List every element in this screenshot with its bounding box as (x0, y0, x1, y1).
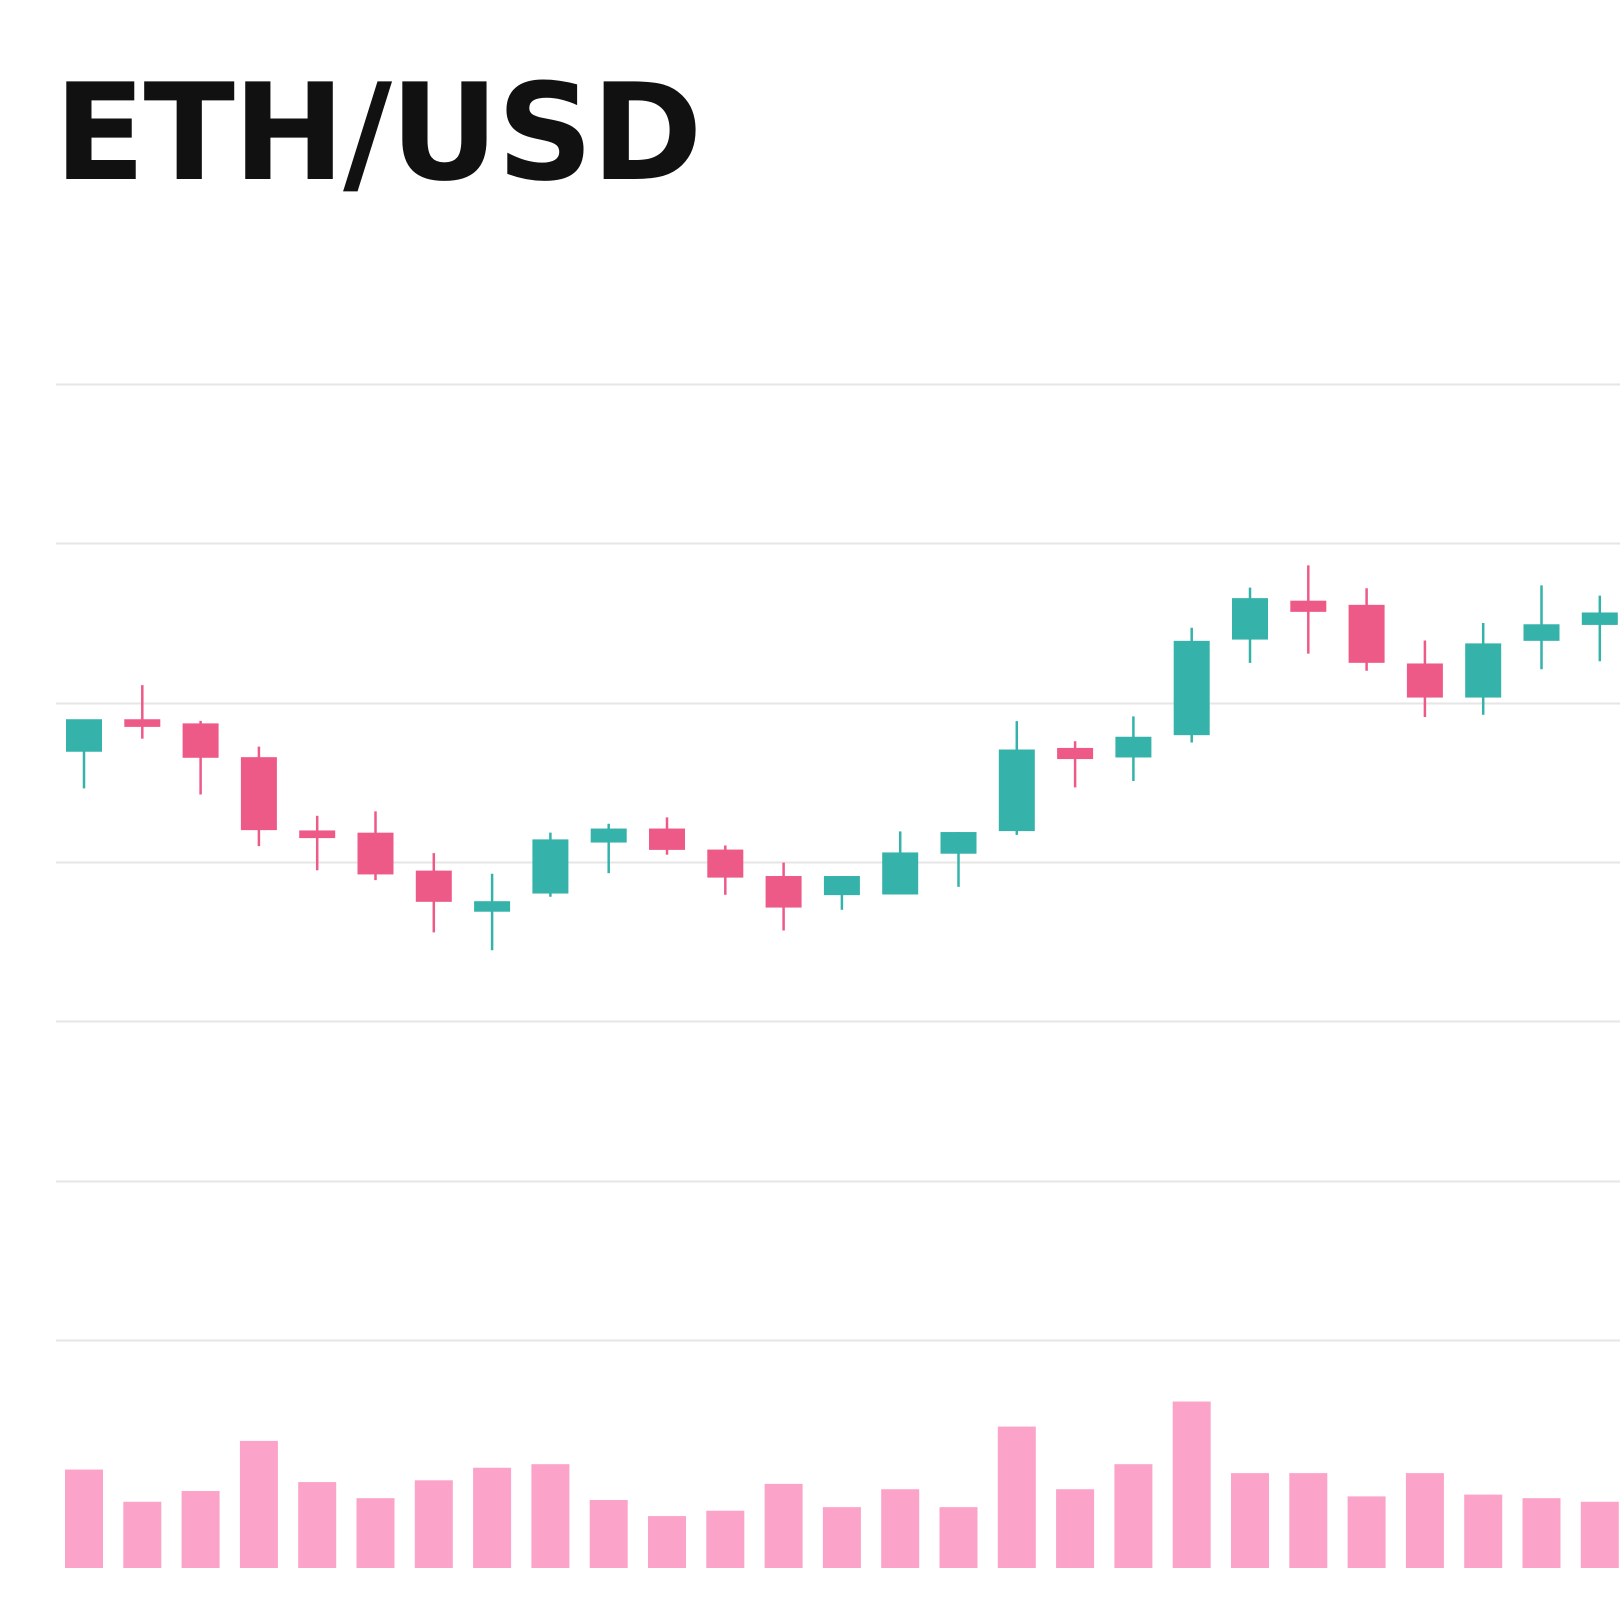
candle-body (1173, 640, 1210, 736)
volume-bar (181, 1491, 220, 1568)
grid-lines (56, 383, 1620, 1342)
candle-body (1232, 598, 1268, 640)
volume-bar (1172, 1401, 1211, 1568)
candle-up (882, 831, 919, 895)
volume-bar (939, 1507, 978, 1568)
candle-body (240, 757, 277, 831)
candle-body (1290, 600, 1327, 612)
candle-up (474, 873, 511, 951)
volume-bar (1347, 1496, 1386, 1568)
volume-bars (65, 1401, 1619, 1568)
volume-bar (1405, 1473, 1444, 1568)
volume-bar (881, 1489, 920, 1568)
volume-bar (648, 1516, 686, 1568)
volume-bar (1522, 1498, 1561, 1568)
candle-body (1406, 663, 1443, 698)
volume-bar (473, 1467, 512, 1568)
candle-body (299, 830, 336, 839)
volume-bar (1289, 1473, 1328, 1568)
candle-down (707, 845, 744, 895)
candle-down (765, 862, 802, 931)
candle-body (66, 719, 102, 752)
candle-down (182, 720, 219, 795)
candle-body (998, 749, 1035, 832)
candle-down (1290, 565, 1327, 654)
volume-bar (1231, 1473, 1269, 1568)
candle-up (998, 721, 1035, 835)
candle-up (66, 719, 102, 789)
candle-body (1465, 643, 1502, 698)
candle-up (1523, 585, 1560, 670)
candle-down (240, 746, 277, 847)
candle-body (1581, 612, 1618, 625)
candle-down (299, 815, 336, 871)
volume-bar (1056, 1489, 1095, 1568)
candle-body (1057, 747, 1094, 760)
candle-body (882, 852, 919, 895)
candle-up (1581, 595, 1618, 662)
candle-up (590, 823, 627, 874)
chart-title: ETH/USD (54, 55, 703, 211)
volume-bar (764, 1483, 803, 1568)
volume-bar (706, 1510, 745, 1568)
candle-body (649, 828, 685, 850)
candle-down (357, 811, 394, 881)
candle-body (823, 876, 860, 896)
candle-up (532, 832, 569, 897)
volume-bar (298, 1482, 337, 1568)
candle-up (823, 876, 860, 910)
volume-bar (1114, 1464, 1153, 1568)
candle-down (1406, 640, 1443, 718)
candle-body (590, 828, 627, 843)
candle-down (124, 685, 161, 739)
candle-down (649, 817, 685, 855)
candle-body (707, 849, 744, 878)
volume-bar (1580, 1501, 1619, 1568)
candle-down (1348, 588, 1385, 671)
volume-bar (822, 1507, 861, 1568)
candle-up (1465, 623, 1502, 715)
volume-bar (997, 1426, 1036, 1568)
candle-up (1173, 627, 1210, 743)
candle-body (182, 723, 219, 758)
volume-bar (414, 1480, 453, 1568)
candle-down (1057, 741, 1094, 788)
candle-up (940, 832, 977, 887)
candle-up (1115, 716, 1152, 782)
candle-body (532, 839, 569, 894)
volume-bar (239, 1440, 278, 1568)
candle-body (1523, 624, 1560, 641)
candle-body (940, 832, 977, 854)
candle-body (415, 870, 452, 902)
volume-bar (65, 1469, 103, 1568)
candle-body (124, 719, 161, 727)
candle-down (415, 853, 452, 933)
volume-bar (1464, 1494, 1503, 1568)
volume-bar (531, 1464, 570, 1568)
candle-body (1348, 604, 1385, 663)
candle-up (1232, 587, 1268, 663)
candle-body (1115, 736, 1152, 758)
volume-bar (589, 1499, 628, 1568)
candle-body (474, 901, 511, 912)
candle-body (357, 832, 394, 875)
candle-body (765, 876, 802, 908)
volume-bar (356, 1498, 395, 1568)
volume-bar (123, 1501, 162, 1568)
candles (66, 565, 1618, 951)
